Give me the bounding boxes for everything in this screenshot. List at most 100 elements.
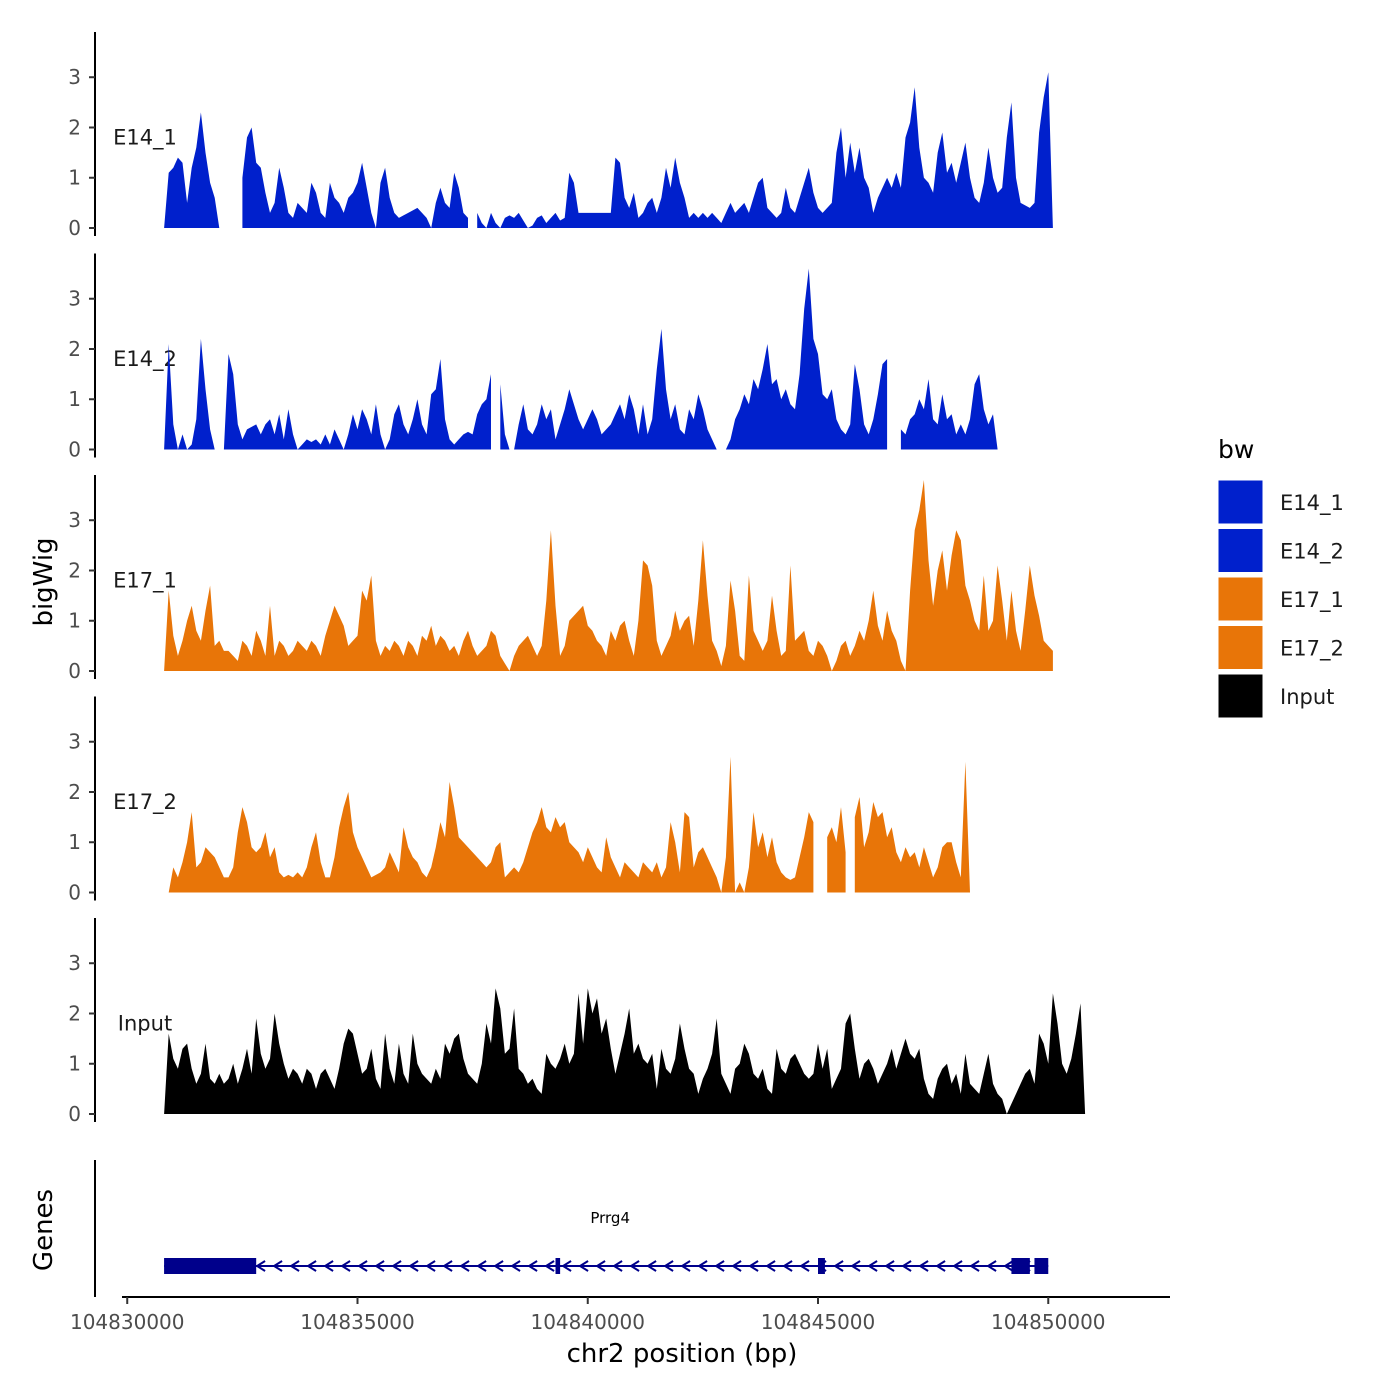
strand-arrow <box>408 1260 419 1272</box>
strand-arrow <box>918 1260 929 1272</box>
strand-arrow <box>1003 1260 1014 1272</box>
gene-label: Prrg4 <box>590 1209 630 1227</box>
gene-exon <box>818 1258 825 1274</box>
track-label: E14_2 <box>113 347 177 372</box>
strand-arrow <box>595 1260 606 1272</box>
strand-arrow <box>561 1260 572 1272</box>
legend-title: bw <box>1218 435 1254 464</box>
y-tick-label: 2 <box>68 1001 81 1025</box>
y-tick-label: 0 <box>68 881 81 905</box>
x-axis: 104830000 104835000 104840000 104845000 1048… <box>70 1296 1170 1334</box>
strand-arrow <box>935 1260 946 1272</box>
track-label: E17_1 <box>113 569 177 594</box>
y-tick-label: 0 <box>68 1102 81 1126</box>
strand-arrow <box>748 1260 759 1272</box>
strand-arrow <box>680 1260 691 1272</box>
track-Input: 0 1 2 3 Input <box>68 918 1086 1126</box>
y-tick-label: 1 <box>68 609 81 633</box>
strand-arrow <box>731 1260 742 1272</box>
strand-arrow <box>867 1260 878 1272</box>
signal-area-E14_1 <box>164 72 1053 228</box>
legend-label: E17_1 <box>1280 588 1344 613</box>
x-tick-label: 104850000 <box>991 1310 1106 1334</box>
x-tick-label: 104835000 <box>300 1310 415 1334</box>
gene-exon <box>1034 1258 1049 1274</box>
strand-arrow <box>833 1260 844 1272</box>
y-tick-label: 2 <box>68 780 81 804</box>
y-tick-label: 0 <box>68 438 81 462</box>
track-E14_1: 0 1 2 3 E14_1 <box>68 32 1053 240</box>
gene-exon <box>164 1258 257 1274</box>
y-tick-label: 3 <box>68 508 81 532</box>
track-label: E17_2 <box>113 790 177 815</box>
y-tick-label: 2 <box>68 115 81 139</box>
gene-exon <box>1011 1258 1030 1274</box>
signal-area-E17_1 <box>164 480 1053 671</box>
strand-arrow <box>425 1260 436 1272</box>
strand-arrow <box>493 1260 504 1272</box>
strand-arrow <box>663 1260 674 1272</box>
strand-arrow <box>289 1260 300 1272</box>
y-tick-label: 3 <box>68 65 81 89</box>
legend-label: E14_1 <box>1280 491 1344 516</box>
strand-arrow <box>578 1260 589 1272</box>
strand-arrow <box>884 1260 895 1272</box>
y-tick-label: 0 <box>68 659 81 683</box>
strand-arrow <box>272 1260 283 1272</box>
gene-exon <box>555 1258 561 1274</box>
y-tick-label: 3 <box>68 951 81 975</box>
legend-swatch <box>1217 479 1264 525</box>
gene-Prrg4: Prrg4 <box>164 1209 1049 1274</box>
legend-swatch <box>1217 673 1264 719</box>
strand-arrow <box>510 1260 521 1272</box>
signal-tracks: 0 1 2 3 E14_1 0 1 2 3 E14_2 0 1 2 3 E17_1 0 1 2 3 E17_2 0 1 2 3… <box>68 32 1086 1126</box>
strand-arrow <box>374 1260 385 1272</box>
strand-arrow <box>612 1260 623 1272</box>
track-E14_2: 0 1 2 3 E14_2 <box>68 253 998 462</box>
strand-arrow <box>969 1260 980 1272</box>
strand-arrow <box>459 1260 470 1272</box>
track-E17_1: 0 1 2 3 E17_1 <box>68 475 1053 683</box>
legend-swatch <box>1217 576 1264 622</box>
y-tick-label: 1 <box>68 1052 81 1076</box>
strand-arrow <box>714 1260 725 1272</box>
strand-arrow <box>544 1260 555 1272</box>
strand-arrow <box>986 1260 997 1272</box>
legend-label: E17_2 <box>1280 637 1344 662</box>
signal-area-Input <box>164 988 1086 1114</box>
y-tick-label: 0 <box>68 216 81 240</box>
strand-arrow <box>799 1260 810 1272</box>
strand-arrow <box>476 1260 487 1272</box>
gene-track: Prrg4 <box>94 1160 1049 1297</box>
signal-area-E14_2 <box>164 268 998 450</box>
strand-arrow <box>646 1260 657 1272</box>
y-tick-label: 2 <box>68 337 81 361</box>
x-tick-label: 104845000 <box>761 1310 876 1334</box>
legend-swatch <box>1217 625 1264 670</box>
y-tick-label: 1 <box>68 166 81 190</box>
strand-arrow <box>629 1260 640 1272</box>
strand-arrow <box>527 1260 538 1272</box>
track-label: Input <box>118 1012 172 1036</box>
strand-arrow <box>782 1260 793 1272</box>
strand-arrow <box>952 1260 963 1272</box>
legend: bw E14_1 E14_2 E17_1 E17_2 Input <box>1217 435 1344 719</box>
strand-arrow <box>442 1260 453 1272</box>
y-axis-title: bigWig <box>29 537 59 626</box>
legend-label: Input <box>1280 685 1334 709</box>
legend-label: E14_2 <box>1280 540 1344 565</box>
legend-swatch <box>1217 528 1264 573</box>
strand-arrow <box>255 1260 266 1272</box>
x-tick-label: 104840000 <box>530 1310 645 1334</box>
track-label: E14_1 <box>113 126 177 151</box>
strand-arrow <box>323 1260 334 1272</box>
y-tick-label: 2 <box>68 558 81 582</box>
strand-arrow <box>697 1260 708 1272</box>
strand-arrow <box>850 1260 861 1272</box>
strand-arrow <box>340 1260 351 1272</box>
x-tick-label: 104830000 <box>70 1310 185 1334</box>
genes-axis-title: Genes <box>29 1189 59 1271</box>
strand-arrow <box>306 1260 317 1272</box>
strand-arrow <box>765 1260 776 1272</box>
